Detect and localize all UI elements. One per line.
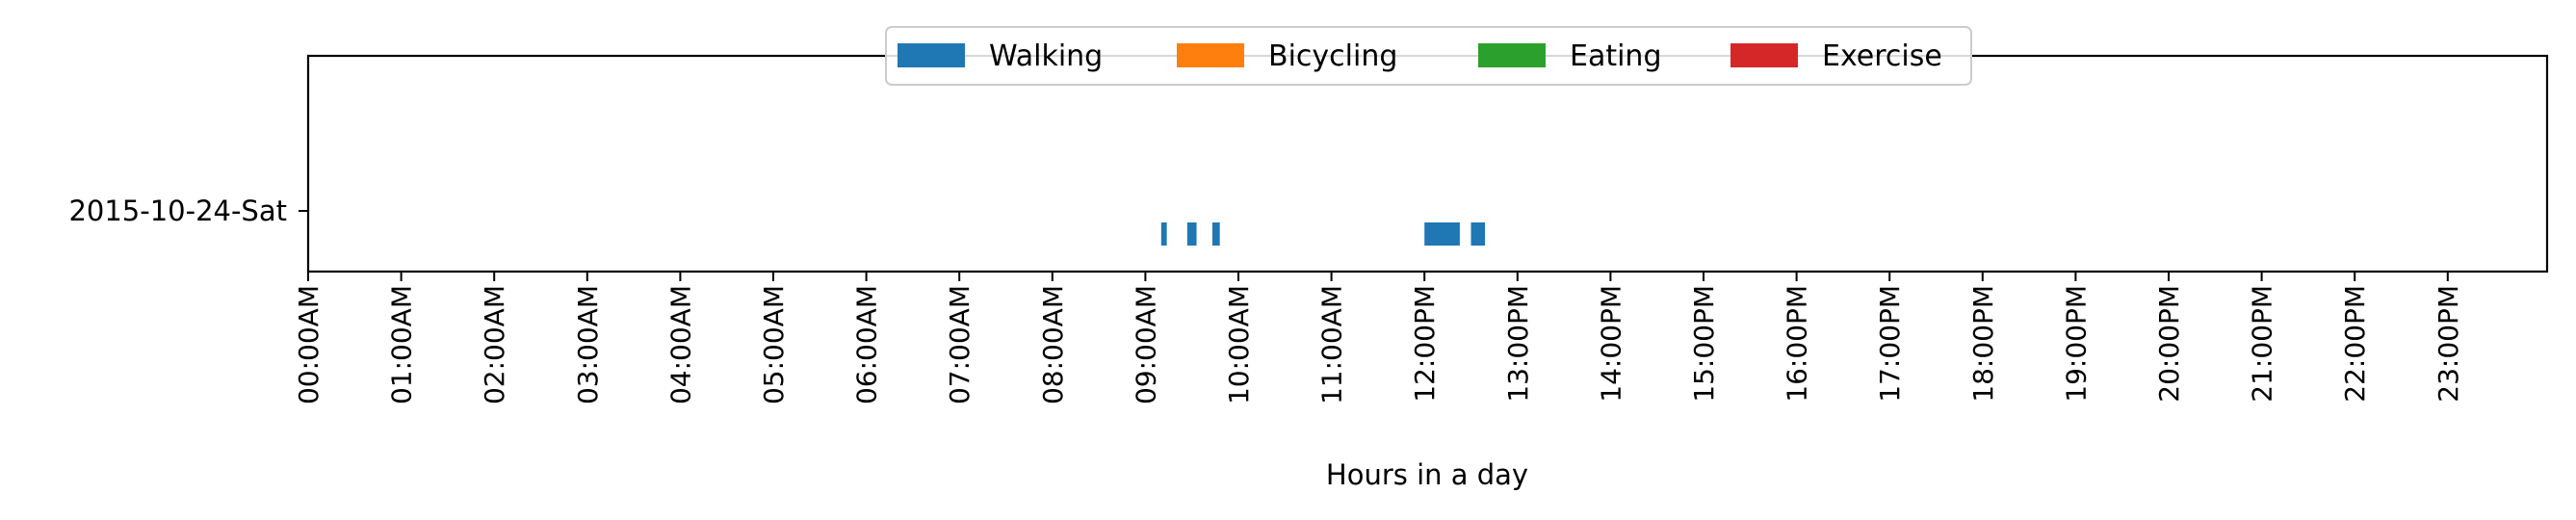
- x-tick-label: 09:00AM: [1130, 285, 1161, 404]
- x-tick-label: 10:00AM: [1223, 285, 1255, 404]
- x-tick-label: 01:00AM: [386, 285, 418, 404]
- x-tick-label: 06:00AM: [851, 285, 883, 404]
- x-axis-label: Hours in a day: [1326, 458, 1528, 491]
- x-tick-label: 02:00AM: [479, 285, 510, 404]
- x-tick-label: 20:00PM: [2153, 285, 2185, 403]
- x-axis: 00:00AM 01:00AM 02:00AM 03:00AM 04:00AM 05:00…: [293, 272, 2464, 404]
- x-tick-label: 04:00AM: [664, 285, 696, 404]
- activity-bar-walking: [1211, 222, 1220, 246]
- legend-swatch-exercise: [1730, 43, 1798, 67]
- legend-label-walking: Walking: [989, 39, 1103, 73]
- activity-bar-walking: [1424, 222, 1460, 246]
- legend-label-bicycling: Bicycling: [1268, 39, 1397, 73]
- x-tick-label: 19:00PM: [2060, 285, 2092, 403]
- activity-bar-walking: [1186, 222, 1197, 246]
- x-tick-label: 21:00PM: [2247, 285, 2278, 403]
- activity-bar-walking: [1470, 222, 1485, 246]
- legend-swatch-walking: [898, 43, 965, 67]
- x-tick-label: 13:00PM: [1502, 285, 1534, 403]
- x-tick-label: 22:00PM: [2339, 285, 2371, 403]
- y-tick-label: 2015-10-24-Sat: [68, 195, 287, 227]
- x-tick-label: 07:00AM: [944, 285, 976, 404]
- x-tick-label: 23:00PM: [2433, 285, 2464, 403]
- activity-bar-walking: [1160, 222, 1167, 246]
- activity-bars: [1160, 222, 1485, 246]
- x-tick-label: 17:00PM: [1874, 285, 1906, 403]
- x-tick-label: 05:00AM: [758, 285, 790, 404]
- x-tick-label: 11:00AM: [1316, 285, 1348, 404]
- x-tick-label: 14:00PM: [1595, 285, 1626, 403]
- x-tick-label: 15:00PM: [1688, 285, 1720, 403]
- legend: Walking Bicycling Eating Exercise: [885, 26, 1972, 86]
- legend-label-eating: Eating: [1570, 39, 1662, 73]
- legend-frame: [885, 26, 1972, 86]
- x-tick-label: 03:00AM: [572, 285, 604, 404]
- legend-swatch-eating: [1478, 43, 1546, 67]
- x-tick-label: 18:00PM: [1967, 285, 1999, 403]
- x-tick-label: 00:00AM: [293, 285, 325, 404]
- x-tick-label: 16:00PM: [1782, 285, 1813, 403]
- y-axis: 2015-10-24-Sat: [68, 195, 308, 227]
- x-tick-label: 12:00PM: [1409, 285, 1441, 403]
- legend-swatch-bicycling: [1177, 43, 1244, 67]
- x-tick-label: 08:00AM: [1037, 285, 1069, 404]
- legend-label-exercise: Exercise: [1822, 39, 1942, 73]
